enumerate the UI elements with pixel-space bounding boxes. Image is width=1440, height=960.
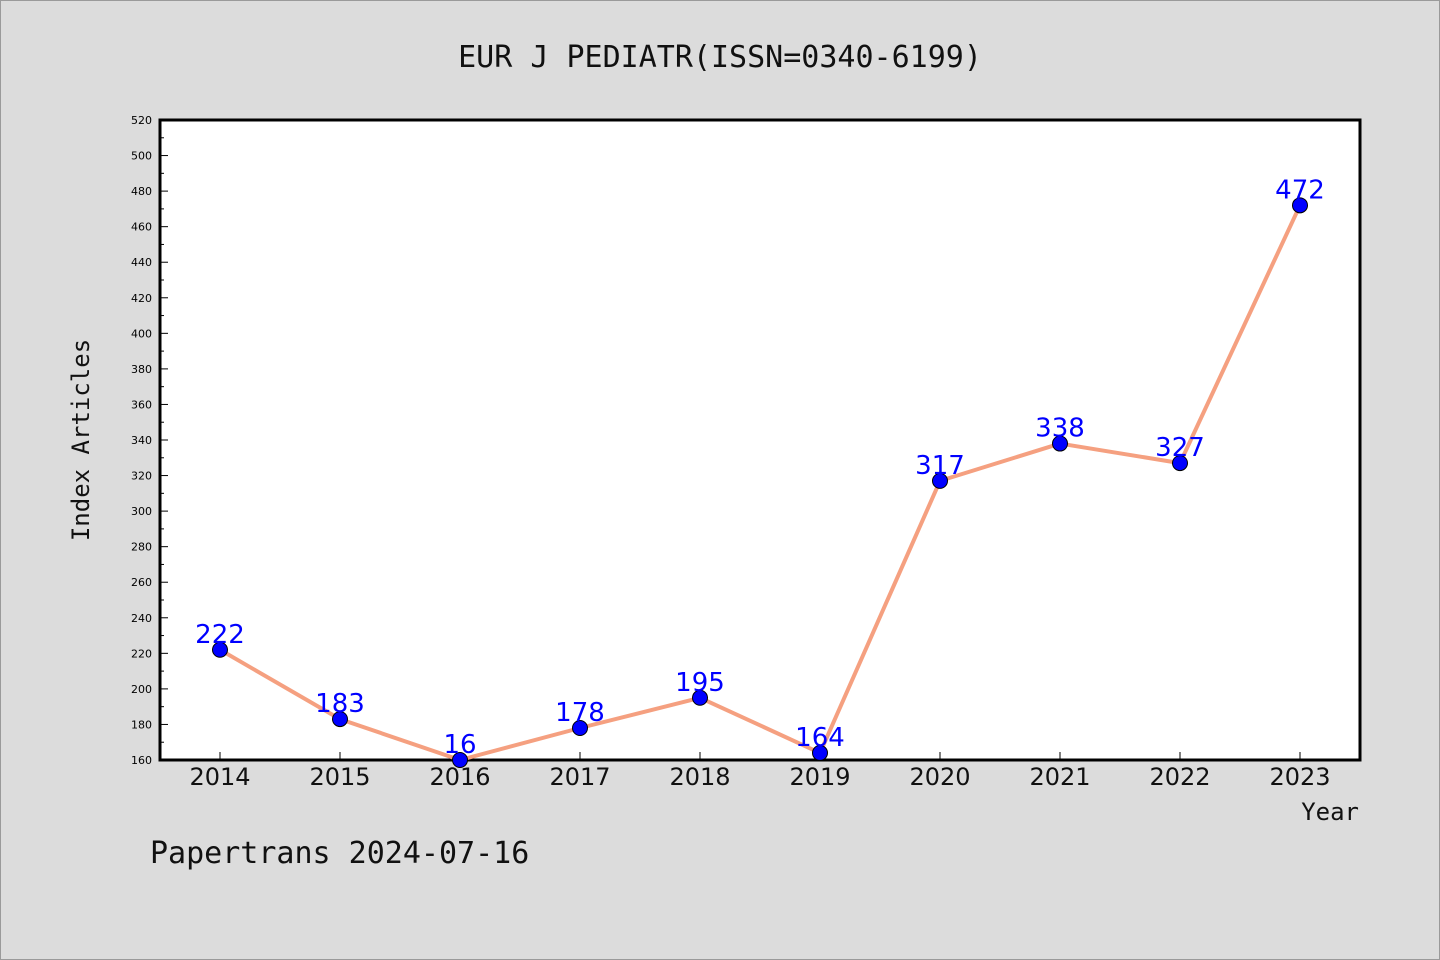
y-axis-label: Index Articles (67, 339, 95, 541)
data-label: 317 (915, 451, 965, 481)
data-point (1052, 435, 1068, 452)
y-tick-label: 460 (131, 221, 152, 234)
y-tick-label: 360 (131, 398, 152, 411)
y-tick-label: 420 (131, 292, 152, 305)
x-tick-label: 2023 (1269, 763, 1330, 791)
chart-title: EUR J PEDIATR(ISSN=0340-6199) (458, 40, 982, 75)
y-tick-label: 320 (131, 470, 152, 483)
data-point (692, 689, 708, 706)
y-tick-label: 160 (131, 754, 152, 767)
data-label: 327 (1155, 433, 1205, 463)
data-label: 16 (443, 730, 476, 760)
x-axis: 2014 2015 2016 2017 2018 2019 2020 2021 2022 2023 (189, 752, 1331, 791)
data-label: 178 (555, 698, 605, 728)
y-tick-label: 340 (131, 434, 152, 447)
y-tick-label: 220 (131, 647, 152, 660)
data-point (812, 744, 828, 761)
data-point (212, 641, 228, 658)
data-point (572, 720, 588, 736)
y-tick-label: 380 (131, 363, 152, 376)
data-label: 222 (195, 620, 245, 650)
data-labels: 222 183 16 178 195 164 317 338 327 472 (195, 175, 1325, 760)
x-tick-label: 2019 (789, 763, 850, 791)
x-tick-label: 2017 (549, 763, 610, 791)
y-tick-label: 180 (131, 718, 152, 731)
x-tick-label: 2014 (189, 763, 250, 791)
y-tick-label: 300 (131, 505, 152, 518)
x-tick-label: 2020 (909, 763, 970, 791)
x-tick-label: 2015 (309, 763, 370, 791)
data-point (1172, 455, 1188, 472)
y-tick-label: 200 (131, 683, 152, 696)
data-label: 164 (795, 723, 845, 753)
plot-area (158, 118, 1362, 762)
data-point (332, 711, 348, 728)
y-tick-label: 240 (131, 612, 152, 625)
y-tick-label: 500 (131, 150, 152, 163)
y-tick-label: 480 (131, 185, 152, 198)
data-label: 183 (315, 689, 365, 719)
y-tick-label: 280 (131, 541, 152, 554)
footer-credit: Papertrans 2024-07-16 (150, 836, 529, 871)
data-point (452, 752, 468, 768)
data-markers (212, 197, 1308, 768)
data-label: 472 (1275, 175, 1325, 205)
x-tick-label: 2018 (669, 763, 730, 791)
data-label: 338 (1035, 414, 1085, 444)
x-tick-label: 2022 (1149, 763, 1210, 791)
data-point (932, 472, 948, 489)
data-point (1292, 197, 1308, 214)
y-axis: 160 180 200 220 240 260 280 300 320 340 360 380 400 4… (131, 114, 168, 767)
series-line (218, 204, 1302, 762)
y-tick-label: 440 (131, 256, 152, 269)
y-tick-label: 400 (131, 327, 152, 340)
y-tick-label: 520 (131, 114, 152, 127)
x-tick-label: 2021 (1029, 763, 1090, 791)
y-tick-label: 260 (131, 576, 152, 589)
data-label: 195 (675, 668, 725, 698)
x-axis-label: Year (1301, 798, 1359, 826)
